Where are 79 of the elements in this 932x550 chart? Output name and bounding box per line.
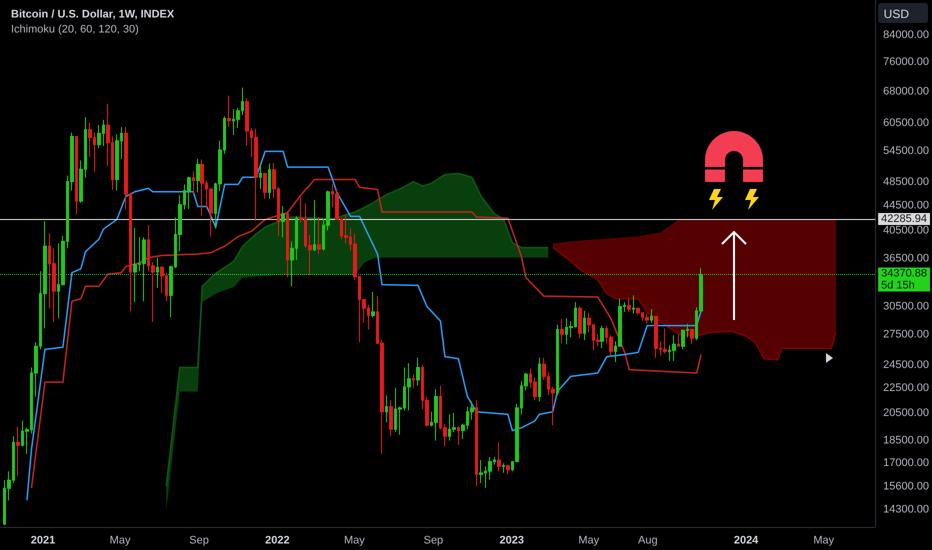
candlestick	[457, 426, 460, 446]
candlestick	[200, 158, 204, 216]
candlestick	[192, 170, 195, 195]
x-tick-label: Sep	[424, 534, 444, 546]
ref-line-label: 42285.94	[881, 212, 928, 225]
candlestick	[142, 236, 146, 302]
y-tick-label: 22500.00	[883, 382, 930, 394]
candlestick	[677, 334, 680, 347]
y-tick-label: 15600.00	[883, 480, 930, 492]
candlestick	[497, 442, 501, 472]
candlestick	[263, 172, 267, 200]
candlestick	[416, 357, 420, 386]
y-tick-label: 76000.00	[883, 56, 930, 68]
y-tick-label: 36500.00	[883, 252, 930, 264]
x-tick-label: 2024	[734, 534, 760, 546]
candlestick	[259, 164, 262, 190]
candlestick	[313, 199, 316, 252]
candlestick	[196, 158, 200, 193]
y-tick-label: 48500.00	[883, 176, 930, 188]
candlestick	[600, 325, 604, 349]
candlestick	[690, 328, 694, 345]
x-tick-label: 2021	[30, 534, 56, 546]
candlestick	[506, 464, 510, 475]
candlestick	[672, 334, 676, 362]
candlestick	[286, 210, 289, 278]
candlestick	[578, 306, 582, 339]
x-tick-label: Sep	[189, 534, 209, 546]
candlestick	[385, 394, 388, 423]
candlestick	[371, 291, 375, 318]
candlestick	[187, 176, 191, 210]
y-tick-label: 54500.00	[883, 144, 930, 157]
candlestick	[560, 318, 564, 344]
candlestick	[133, 227, 137, 303]
y-tick-label: 20500.00	[883, 407, 930, 420]
y-tick-label: 17000.00	[883, 457, 930, 470]
y-axis-title: USD	[884, 7, 910, 21]
y-tick-label: 44500.00	[883, 199, 930, 212]
candlestick	[663, 328, 667, 354]
y-tick-label: 14300.00	[883, 504, 930, 516]
candlestick	[650, 308, 653, 324]
x-tick-label: Aug	[638, 534, 658, 546]
candlestick	[317, 216, 321, 255]
candlestick	[412, 374, 415, 389]
x-tick-label: May	[110, 534, 131, 546]
text: Bitcoin / U.S. Dollar, 1W, INDEX	[11, 8, 175, 20]
ref-line-label: 34370.88 5d 15h	[881, 268, 928, 292]
y-tick-label: 18500.00	[883, 434, 930, 447]
candlestick	[156, 257, 159, 288]
y-tick-label: 40500.00	[883, 224, 930, 237]
x-tick-label: May	[344, 534, 366, 546]
candlestick	[632, 294, 635, 314]
candlestick	[556, 324, 559, 396]
x-tick-label: May	[578, 534, 600, 546]
candlestick	[389, 400, 393, 437]
candlestick	[434, 388, 438, 442]
candlestick	[268, 163, 271, 200]
candlestick	[538, 357, 541, 402]
candlestick	[227, 95, 231, 128]
x-tick-label: 2023	[499, 534, 524, 546]
candlestick	[645, 313, 649, 324]
candlestick	[654, 316, 658, 358]
candlestick	[475, 400, 478, 487]
y-tick-label: 24500.00	[883, 359, 930, 372]
y-tick-label: 27500.00	[883, 328, 930, 340]
y-tick-label: 30500.00	[883, 300, 930, 313]
candlestick	[281, 205, 285, 238]
text: Ichimoku (20, 60, 120, 30)	[11, 24, 139, 36]
candlestick	[407, 362, 411, 411]
candlestick	[16, 426, 20, 477]
y-tick-label: 68000.00	[883, 86, 930, 98]
candlestick	[627, 298, 631, 312]
candlestick	[75, 136, 78, 215]
y-tick-label: 84000.00	[883, 28, 930, 41]
candlestick	[254, 128, 258, 222]
y-tick-label: 60500.00	[883, 116, 930, 129]
candlestick	[502, 462, 505, 474]
x-tick-label: May	[813, 534, 835, 546]
candlestick	[583, 310, 586, 341]
x-tick-label: 2022	[265, 534, 290, 546]
